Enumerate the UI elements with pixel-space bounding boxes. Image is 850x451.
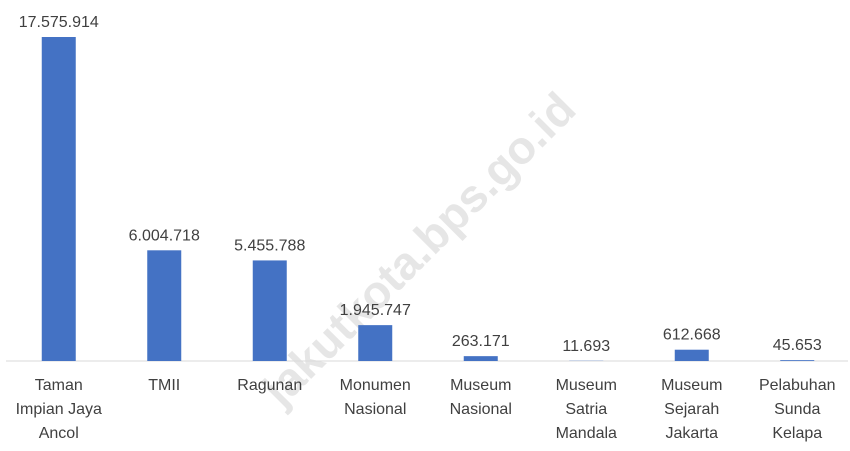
bar: [147, 250, 182, 361]
data-label: 263.171: [452, 333, 510, 350]
bar: [358, 325, 393, 361]
x-tick-label: TMII: [148, 377, 181, 394]
bar: [252, 260, 287, 361]
x-tick-label: Taman Impian Jaya Ancol: [15, 377, 102, 442]
x-tick-label: Museum Nasional: [449, 377, 512, 418]
data-label: 17.575.914: [19, 14, 99, 31]
bar: [463, 356, 498, 361]
x-tick-label: Monumen Nasional: [339, 377, 411, 418]
x-tick-label: Museum Satria Mandala: [555, 377, 617, 442]
bar: [674, 349, 709, 361]
data-label: 6.004.718: [129, 227, 200, 244]
x-tick-label: Museum Sejarah Jakarta: [661, 377, 723, 442]
data-label: 5.455.788: [234, 237, 305, 254]
bar: [41, 37, 76, 361]
data-label: 45.653: [773, 337, 822, 354]
bar: [780, 360, 815, 361]
data-label: 1.945.747: [340, 302, 411, 319]
data-label: 612.668: [663, 327, 721, 344]
x-tick-label: Ragunan: [237, 377, 303, 394]
data-label: 11.693: [562, 338, 610, 355]
x-tick-label: Pelabuhan Sunda Kelapa: [758, 377, 836, 442]
